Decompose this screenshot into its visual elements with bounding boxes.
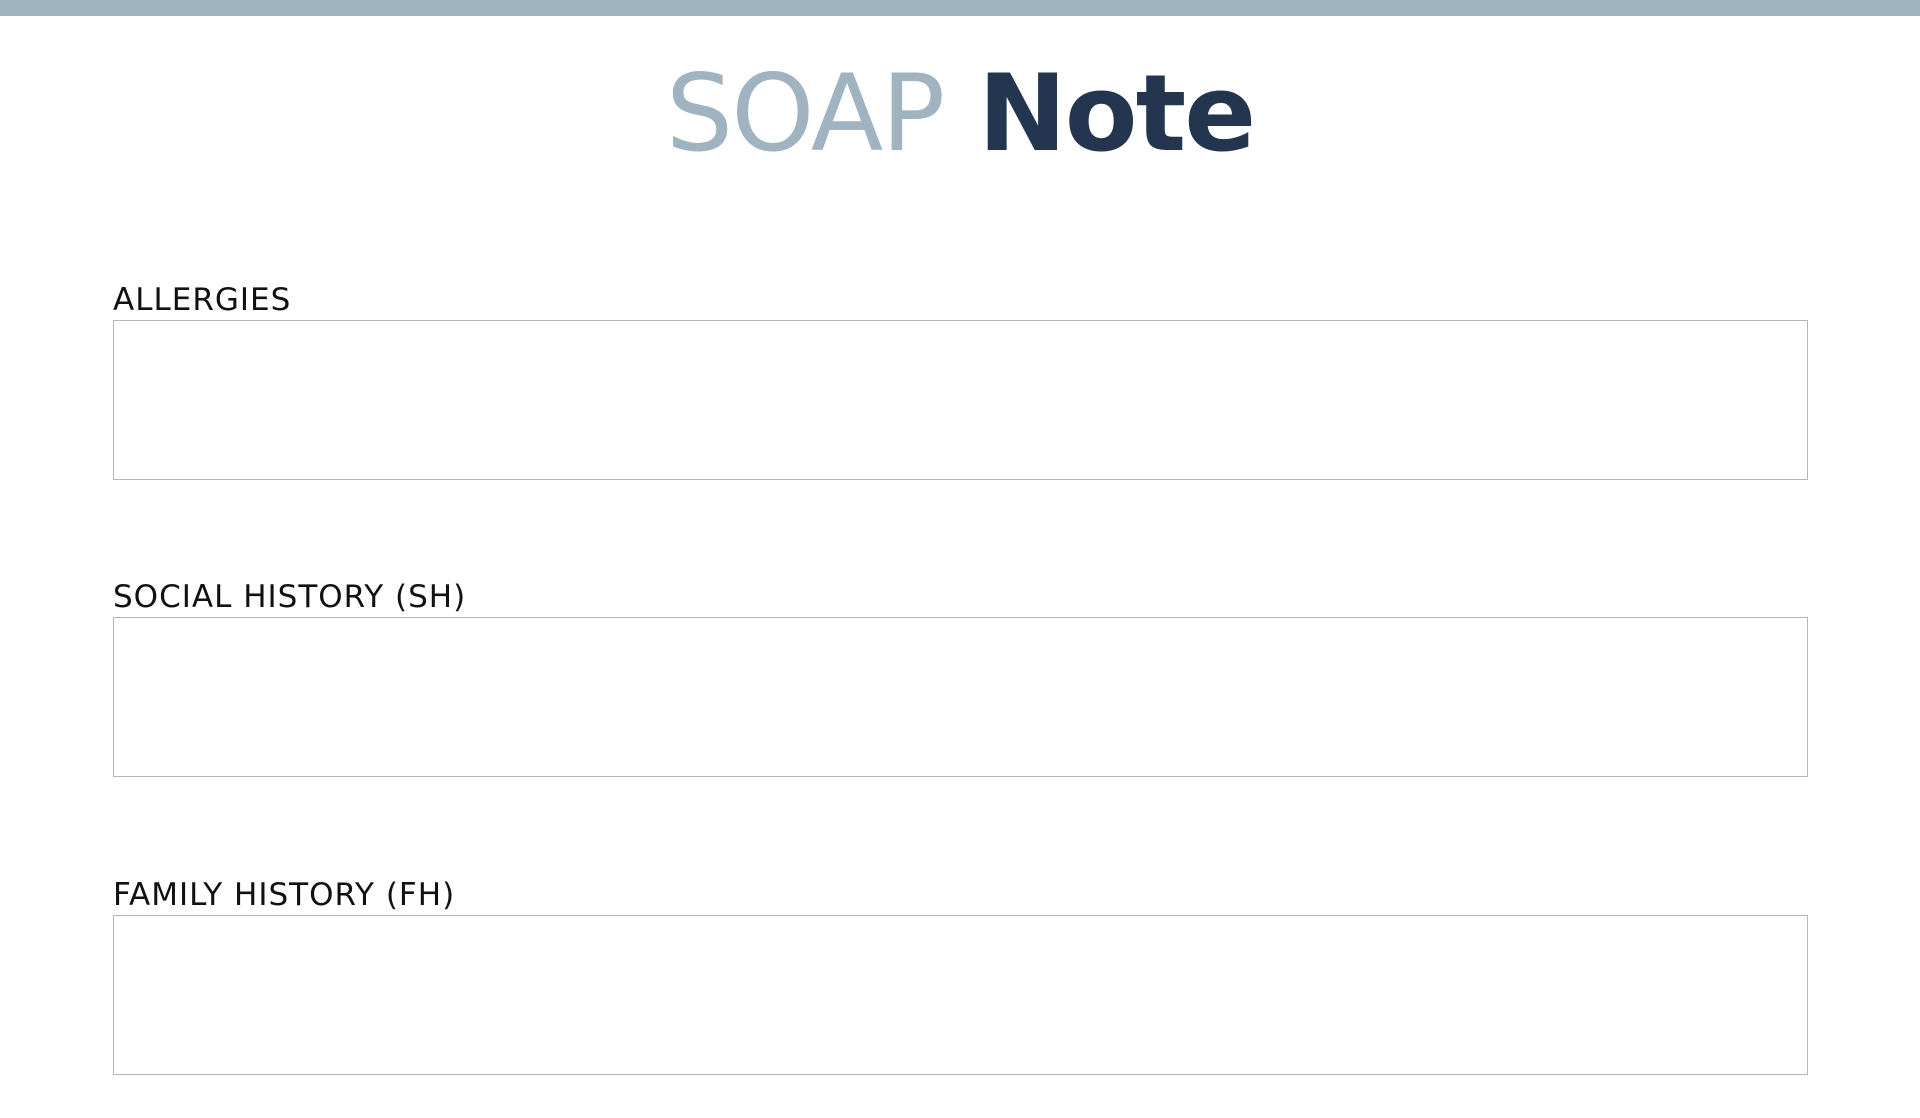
family-history-field[interactable] xyxy=(113,915,1808,1075)
title-note: Note xyxy=(978,52,1256,175)
social-history-label: SOCIAL HISTORY (SH) xyxy=(113,579,467,615)
family-history-label: FAMILY HISTORY (FH) xyxy=(113,877,456,913)
social-history-field[interactable] xyxy=(113,617,1808,777)
allergies-label: ALLERGIES xyxy=(113,282,292,318)
title-soap: SOAP xyxy=(665,52,945,175)
top-accent-bar xyxy=(0,0,1920,16)
page-title: SOAP Note xyxy=(0,50,1920,177)
allergies-field[interactable] xyxy=(113,320,1808,480)
